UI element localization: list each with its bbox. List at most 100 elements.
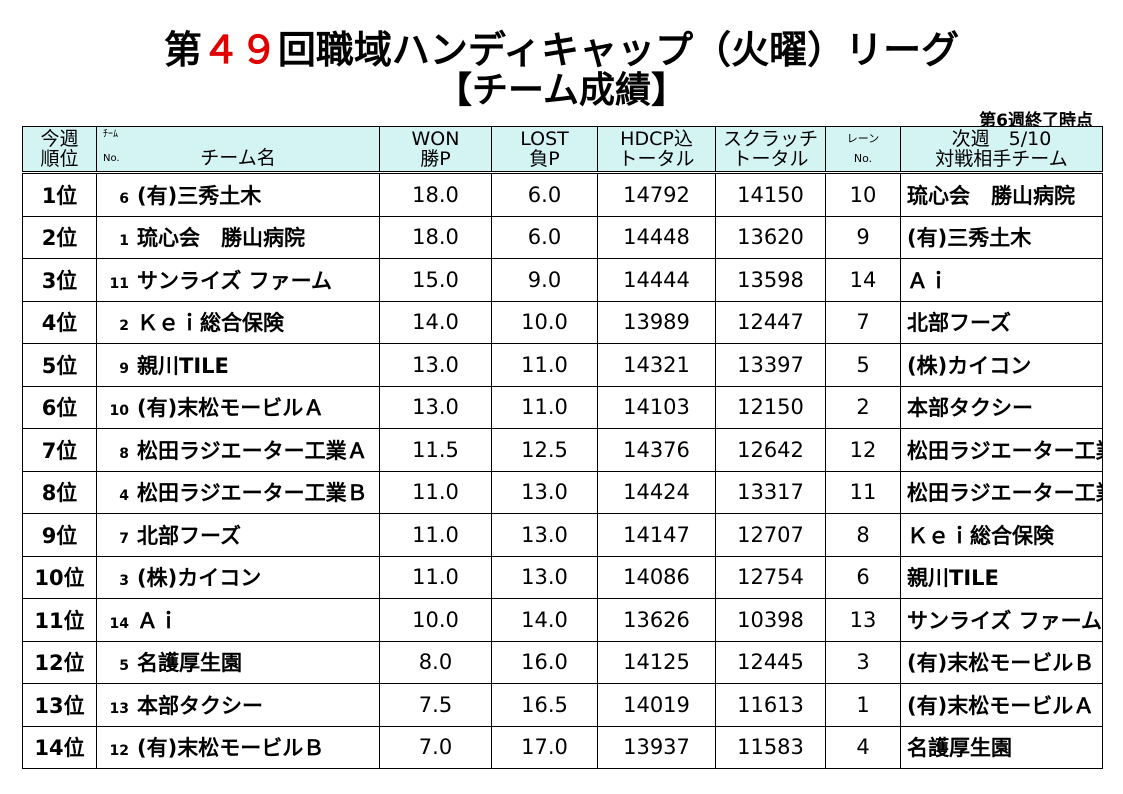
lane-cell: 6 [825,555,901,599]
rank-cell: 12位 [22,640,97,684]
team-name: 松田ラジエーター工業Ａ [137,438,368,463]
lane-cell: 12 [825,428,901,472]
lost-cell: 14.0 [491,598,598,642]
header-opponent-top: 次週 5/10 [951,128,1052,150]
hdcp-total-cell: 14444 [597,258,716,302]
rank-cell: 11位 [22,598,97,642]
lost-cell: 13.0 [491,470,598,514]
header-scratch: スクラッチ トータル [715,126,826,173]
lane-cell: 1 [825,683,901,727]
rank-cell: 13位 [22,683,97,727]
won-cell: 7.0 [379,725,492,769]
won-cell: 11.0 [379,513,492,557]
table-row: 2位 1 琉心会 勝山病院 18.0 6.0 14448 13620 9 (有)三秀土木 [22,215,1103,259]
team-cell: 12 (有)末松モービルＢ [96,725,380,769]
team-cell: 5 名護厚生園 [96,640,380,684]
scratch-total-cell: 13397 [715,343,826,387]
lane-cell: 4 [825,725,901,769]
opponent-cell: 琉心会 勝山病院 [900,172,1103,217]
title-prefix: 第 [163,28,202,72]
rank-cell: 7位 [22,428,97,472]
won-cell: 11.5 [379,428,492,472]
table-row: 10位 3 (株)カイコン 11.0 13.0 14086 12754 6 親川TILE [22,555,1103,599]
table-row: 4位 2 Ｋｅｉ総合保険 14.0 10.0 13989 12447 7 北部フーズ [22,300,1103,344]
team-name: 松田ラジエーター工業Ｂ [137,481,368,506]
opponent-cell: 松田ラジエーター工業Ｂ [900,428,1103,472]
team-name: Ａｉ [137,608,179,633]
won-cell: 15.0 [379,258,492,302]
hdcp-total-cell: 13989 [597,300,716,344]
table-row: 9位 7 北部フーズ 11.0 13.0 14147 12707 8 Ｋｅｉ総合保険 [22,513,1103,557]
won-cell: 13.0 [379,385,492,429]
header-lost-bottom: 負P [529,148,560,170]
lane-cell: 7 [825,300,901,344]
header-scratch-bottom: トータル [732,148,809,170]
rank-cell: 6位 [22,385,97,429]
lost-cell: 16.5 [491,683,598,727]
lane-cell: 5 [825,343,901,387]
hdcp-total-cell: 14792 [597,172,716,217]
hdcp-total-cell: 13937 [597,725,716,769]
hdcp-total-cell: 13626 [597,598,716,642]
team-name: 本部タクシー [137,693,263,718]
hdcp-total-cell: 14424 [597,470,716,514]
header-lane: レーン No. [825,126,901,173]
opponent-cell: 北部フーズ [900,300,1103,344]
header-lost: LOST 負P [491,126,598,173]
opponent-cell: Ｋｅｉ総合保険 [900,513,1103,557]
won-cell: 8.0 [379,640,492,684]
team-cell: 2 Ｋｅｉ総合保険 [96,300,380,344]
hdcp-total-cell: 14086 [597,555,716,599]
team-cell: 13 本部タクシー [96,683,380,727]
won-cell: 11.0 [379,555,492,599]
header-team-name: チーム名 [200,147,276,169]
opponent-cell: (有)三秀土木 [900,215,1103,259]
won-cell: 7.5 [379,683,492,727]
scratch-total-cell: 14150 [715,172,826,217]
scratch-total-cell: 12642 [715,428,826,472]
team-name: 親川TILE [137,353,229,378]
header-lost-top: LOST [520,128,569,150]
team-no: 2 [119,318,129,335]
scratch-total-cell: 12707 [715,513,826,557]
lost-cell: 12.5 [491,428,598,472]
table-row: 11位 14 Ａｉ 10.0 14.0 13626 10398 13 サンライズ ファーム [22,598,1103,642]
header-won-bottom: 勝P [420,148,451,170]
team-name: (有)末松モービルＢ [137,736,325,761]
rank-cell: 8位 [22,470,97,514]
opponent-cell: 松田ラジエーター工業Ａ [900,470,1103,514]
lane-cell: 11 [825,470,901,514]
table-row: 12位 5 名護厚生園 8.0 16.0 14125 12445 3 (有)末松モービルＢ [22,640,1103,684]
header-team-no-bottom: No. [103,153,120,164]
lost-cell: 6.0 [491,215,598,259]
won-cell: 18.0 [379,215,492,259]
rank-cell: 2位 [22,215,97,259]
table-row: 5位 9 親川TILE 13.0 11.0 14321 13397 5 (株)カイコン [22,343,1103,387]
scratch-total-cell: 12150 [715,385,826,429]
table-row: 7位 8 松田ラジエーター工業Ａ 11.5 12.5 14376 12642 12 松田ラジエー… [22,428,1103,472]
scratch-total-cell: 11613 [715,683,826,727]
team-name: (株)カイコン [137,566,262,591]
team-no: 13 [109,700,129,717]
header-opponent-bottom: 対戦相手チーム [935,148,1068,170]
table-header: 今週 順位 ﾁｰﾑ No. チーム名 WON 勝P LOST 負P HDCP込 … [22,126,1103,173]
rank-cell: 4位 [22,300,97,344]
team-no: 12 [109,743,129,760]
team-name: 北部フーズ [137,523,241,548]
lost-cell: 11.0 [491,343,598,387]
team-name: (有)三秀土木 [137,183,262,208]
table-row: 1位 6 (有)三秀土木 18.0 6.0 14792 14150 10 琉心会 勝山病院 [22,172,1103,217]
hdcp-total-cell: 14321 [597,343,716,387]
team-cell: 10 (有)末松モービルＡ [96,385,380,429]
lane-cell: 14 [825,258,901,302]
rank-cell: 14位 [22,725,97,769]
lane-cell: 13 [825,598,901,642]
page-title: 第４９回職域ハンディキャップ（火曜）リーグ [0,28,1123,72]
header-lane-bottom: No. [853,152,873,165]
page-subtitle: 【チーム成績】 [436,70,687,111]
header-hdcp-bottom: トータル [618,148,695,170]
team-cell: 8 松田ラジエーター工業Ａ [96,428,380,472]
team-name: (有)末松モービルＡ [137,396,325,421]
opponent-cell: (有)末松モービルＡ [900,683,1103,727]
team-no: 11 [109,275,129,292]
